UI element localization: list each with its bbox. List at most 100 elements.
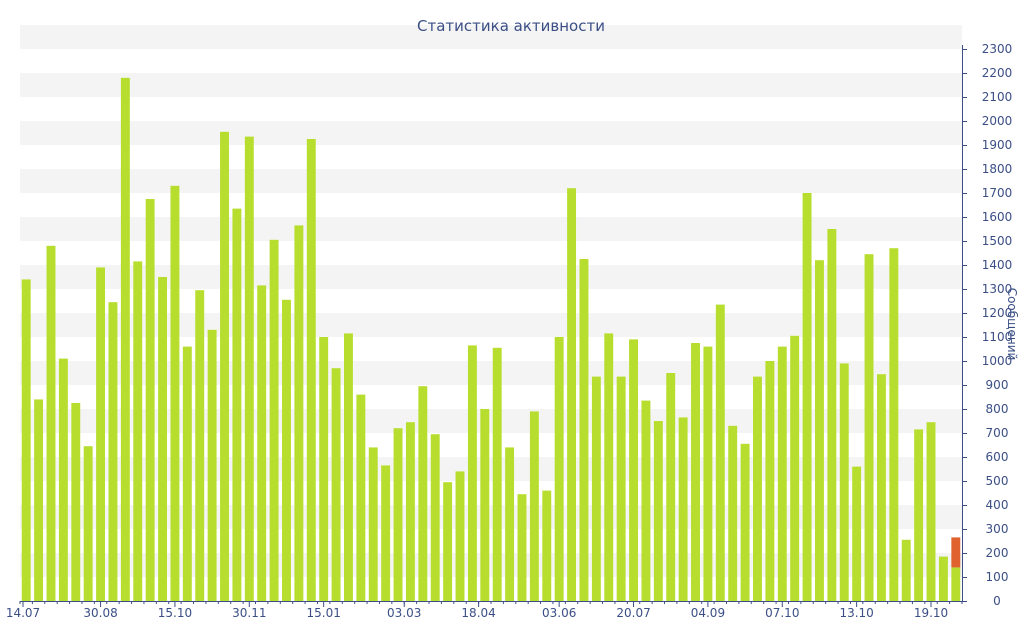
bar-highlight — [951, 537, 961, 568]
bar — [765, 361, 775, 601]
bar — [678, 417, 688, 601]
bar — [393, 428, 403, 601]
grid-band — [20, 169, 962, 193]
bar — [120, 77, 130, 602]
grid-band — [20, 73, 962, 97]
bar — [814, 260, 824, 601]
bar — [492, 347, 502, 601]
y-tick-label: 300 — [986, 522, 1009, 536]
y-tick-label: 0 — [993, 594, 1001, 608]
bar — [145, 199, 155, 601]
bar — [703, 346, 713, 601]
bar — [629, 339, 639, 601]
x-tick-label: 19.10 — [914, 606, 948, 620]
bar — [480, 409, 490, 601]
bar — [282, 299, 291, 601]
bar — [926, 422, 936, 601]
bar — [158, 277, 168, 601]
bar — [232, 208, 242, 601]
x-tick-label: 04.09 — [691, 606, 725, 620]
x-tick-label: 15.01 — [306, 606, 340, 620]
bar — [455, 471, 465, 601]
y-tick-label: 2100 — [982, 90, 1013, 104]
bar — [21, 279, 31, 601]
y-tick-label: 1200 — [982, 306, 1013, 320]
bar — [418, 386, 428, 601]
bar — [616, 376, 626, 601]
bar — [852, 466, 862, 601]
bar — [914, 429, 924, 601]
y-tick-label: 400 — [986, 498, 1009, 512]
bar — [220, 131, 229, 602]
bar — [567, 188, 577, 601]
bar — [430, 434, 440, 601]
bar — [839, 363, 849, 601]
y-tick-label: 1500 — [982, 234, 1013, 248]
bar — [691, 343, 700, 601]
y-tick-label: 900 — [986, 378, 1009, 392]
bar — [777, 346, 787, 601]
bar — [58, 358, 68, 601]
y-tick-label: 1600 — [982, 210, 1013, 224]
bar — [368, 447, 378, 601]
bar — [827, 229, 837, 601]
y-tick-label: 100 — [986, 570, 1009, 584]
bar — [641, 400, 651, 601]
bar — [740, 443, 750, 601]
bar — [195, 290, 205, 601]
bar — [579, 259, 589, 601]
y-tick-label: 1400 — [982, 258, 1013, 272]
bar — [96, 267, 106, 601]
bars-group — [21, 77, 961, 602]
x-tick-label: 20.07 — [616, 606, 650, 620]
bar — [46, 245, 56, 602]
bar — [938, 556, 948, 601]
bar — [306, 139, 316, 601]
y-tick-label: 500 — [986, 474, 1009, 488]
bar — [802, 193, 812, 601]
bar — [405, 422, 415, 601]
x-tick-label: 03.06 — [542, 606, 576, 620]
y-tick-label: 1900 — [982, 138, 1013, 152]
y-axis-title: Сообщений — [1005, 288, 1019, 361]
bar — [517, 494, 527, 601]
x-tick-label: 07.10 — [765, 606, 799, 620]
y-tick-label: 600 — [986, 450, 1009, 464]
bar — [381, 465, 391, 601]
bar — [753, 376, 762, 601]
bar — [170, 185, 180, 602]
x-tick-label: 14.07 — [6, 606, 40, 620]
x-tick-label: 18.04 — [461, 606, 495, 620]
grid-band — [20, 25, 962, 49]
y-tick-label: 2300 — [982, 42, 1013, 56]
x-tick-label: 30.11 — [232, 606, 266, 620]
bar — [790, 335, 800, 601]
bar — [529, 411, 539, 601]
grid-band — [20, 217, 962, 241]
x-tick-label: 15.10 — [158, 606, 192, 620]
y-tick-label: 800 — [986, 402, 1009, 416]
bar — [182, 346, 192, 601]
y-tick-label: 200 — [986, 546, 1009, 560]
bar — [71, 403, 81, 601]
y-tick-label: 700 — [986, 426, 1009, 440]
bar — [864, 254, 874, 601]
bar — [889, 248, 899, 601]
y-tick-label: 1800 — [982, 162, 1013, 176]
bar — [294, 225, 304, 601]
bar — [269, 239, 279, 602]
bar — [653, 421, 663, 601]
bar — [876, 374, 886, 601]
bar — [728, 425, 738, 601]
axes-group: 0 100 200 300 400 500 600 700 800 900 1000 1100 1200… — [6, 42, 1012, 620]
y-tick-label: 2200 — [982, 66, 1013, 80]
bar — [554, 337, 564, 601]
bar — [715, 304, 725, 601]
bar — [343, 333, 353, 601]
bar — [443, 482, 453, 601]
bar — [542, 490, 552, 601]
x-tick-label: 30.08 — [83, 606, 117, 620]
bar — [666, 373, 676, 601]
bar — [108, 302, 118, 601]
